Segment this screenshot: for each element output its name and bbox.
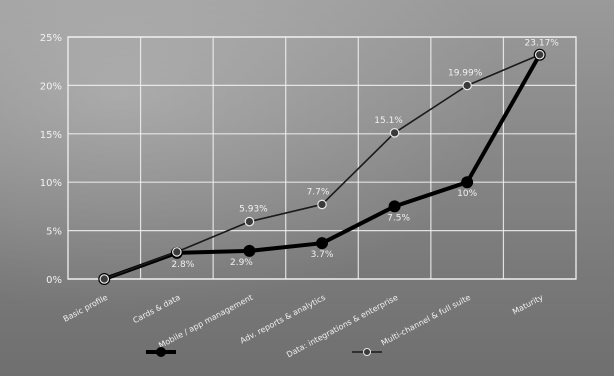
series-1-point <box>317 199 327 210</box>
series-1-point <box>534 49 545 60</box>
legend-swatch-marker-0 <box>156 347 166 357</box>
series-1-point <box>244 216 255 227</box>
legend <box>146 347 382 357</box>
data-label: 19.99% <box>448 68 483 78</box>
series-1-point <box>462 80 472 91</box>
data-label: 2.8% <box>171 260 194 270</box>
x-category-label: Cards & data <box>131 293 181 326</box>
y-tick-label: 10% <box>40 178 62 189</box>
data-label: 3.7% <box>311 250 334 260</box>
data-labels: 2.8% 2.9% 3.7% 7.5% 10% 23.17% 5.93% 7.7% 15.1% 1… <box>171 39 559 270</box>
y-tick-label: 25% <box>40 33 62 44</box>
y-tick-label: 15% <box>40 130 62 141</box>
data-label: 10% <box>457 189 477 199</box>
y-tick-label: 0% <box>46 275 62 286</box>
data-points <box>98 48 546 285</box>
data-label: 7.5% <box>387 213 410 223</box>
x-category-label: Basic profile <box>62 293 110 324</box>
x-category-label: Maturity <box>511 293 545 317</box>
series-1-point <box>389 128 400 138</box>
legend-swatch-marker-1 <box>363 348 371 356</box>
series-1-point <box>172 247 182 257</box>
series-0-point <box>316 237 328 250</box>
data-label: 15.1% <box>374 116 403 126</box>
series-0-point <box>461 176 474 189</box>
series-0-point <box>388 200 401 213</box>
data-label: 5.93% <box>239 205 268 215</box>
data-label: 23.17% <box>525 39 560 49</box>
series-0-point <box>243 244 256 257</box>
y-tick-label: 5% <box>46 227 62 238</box>
data-label: 2.9% <box>230 258 253 268</box>
y-axis-ticks: 0% 5% 10% 15% 20% 25% <box>40 33 62 286</box>
data-label: 7.7% <box>307 187 330 197</box>
series-1-point <box>99 274 110 284</box>
y-tick-label: 20% <box>40 81 62 92</box>
grid <box>67 36 577 280</box>
